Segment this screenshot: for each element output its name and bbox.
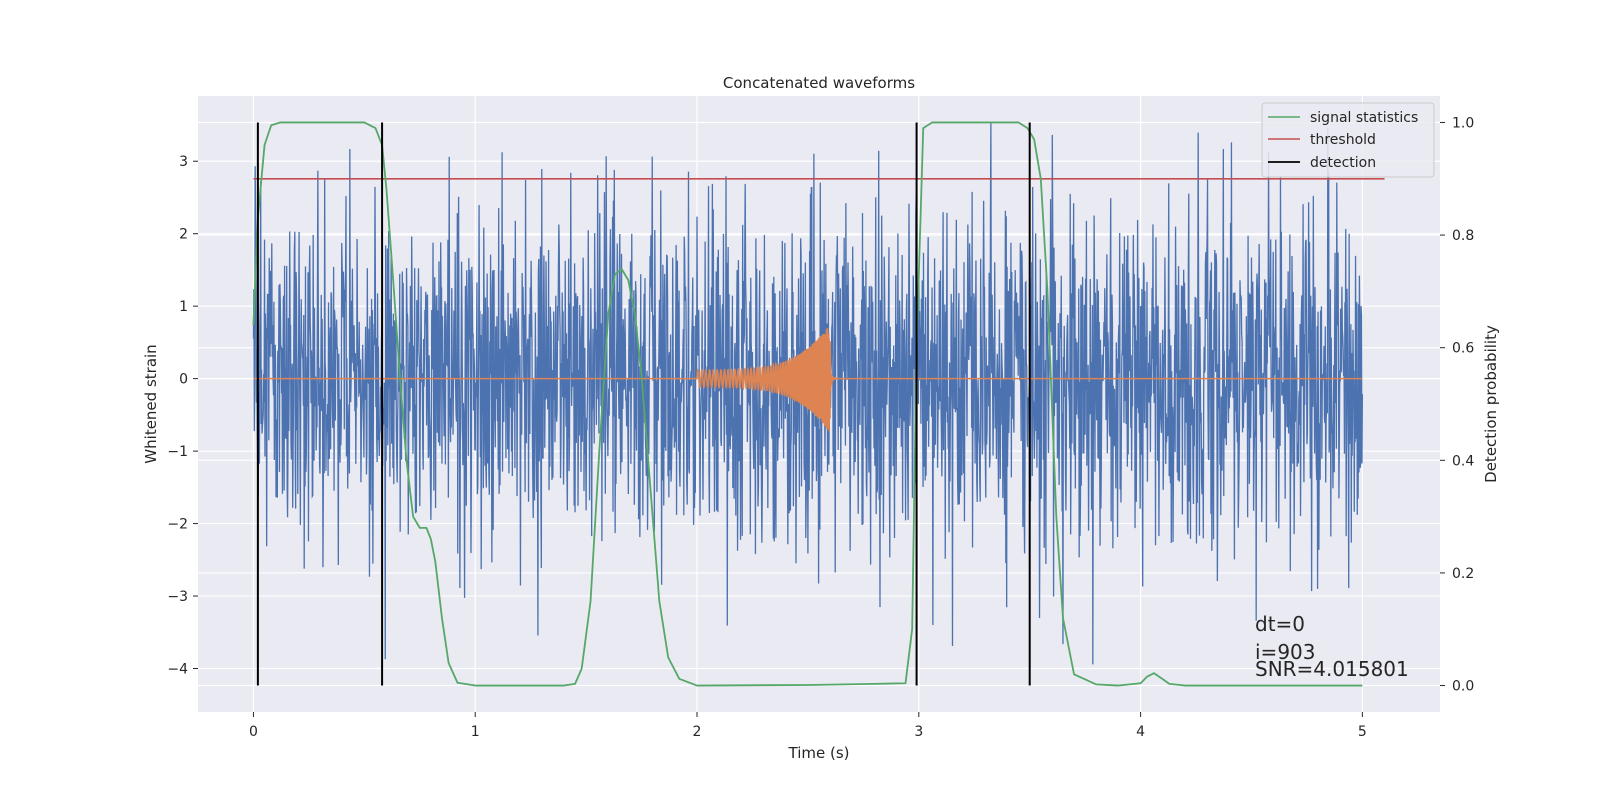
signal-statistics-line	[252, 121, 1363, 687]
x-tick-label: 4	[1136, 724, 1145, 740]
legend-label-detection: detection	[1310, 155, 1376, 171]
annotation-i: i=903	[1255, 640, 1316, 664]
legend-label-signal-statistics: signal statistics	[1310, 110, 1418, 126]
y-tick-label: −3	[167, 589, 188, 605]
y-right-tick-label: 0.2	[1452, 566, 1474, 582]
annotation-snr: SNR=4.015801	[1255, 657, 1409, 681]
injection-series-line	[253, 328, 1363, 432]
chart-title: Concatenated waveforms	[723, 74, 915, 92]
noise-series-line	[252, 121, 1364, 665]
y-tick-label: −4	[167, 662, 188, 678]
y-tick-label: −1	[167, 444, 188, 460]
legend-label-threshold: threshold	[1310, 132, 1376, 148]
x-tick-label: 3	[914, 724, 923, 740]
y-tick-label: 0	[179, 372, 188, 388]
ticks: 0 1 2 3 4 5 −4 −3 −2 −1 0 1 2 3 0.0 0.2 0.4 0.6 0.8 1.0	[167, 115, 1474, 740]
x-tick-label: 5	[1358, 724, 1367, 740]
annotation-dt: dt=0	[1255, 612, 1305, 636]
y-tick-label: −2	[167, 517, 188, 533]
noise-layer	[252, 121, 1364, 665]
x-tick-label: 2	[693, 724, 702, 740]
y-tick-label: 2	[179, 227, 188, 243]
overlay-layer	[252, 121, 1385, 687]
y-tick-label: 3	[179, 154, 188, 170]
x-tick-label: 0	[249, 724, 258, 740]
x-tick-label: 1	[471, 724, 480, 740]
x-axis-title: Time (s)	[788, 744, 850, 762]
legend-box	[1261, 102, 1435, 178]
y-axis-title: Whitened strain	[142, 344, 160, 463]
injection-layer	[253, 328, 1363, 432]
y-tick-label: 1	[179, 299, 188, 315]
y-right-tick-label: 0.6	[1452, 341, 1474, 357]
y-right-tick-label: 0.8	[1452, 228, 1474, 244]
y-right-tick-label: 0.0	[1452, 679, 1474, 695]
legend: signal statistics threshold detection	[1261, 102, 1435, 178]
y-right-tick-label: 1.0	[1452, 115, 1474, 131]
y-axis-right-title: Detection probability	[1482, 325, 1500, 483]
y-right-tick-label: 0.4	[1452, 453, 1474, 469]
